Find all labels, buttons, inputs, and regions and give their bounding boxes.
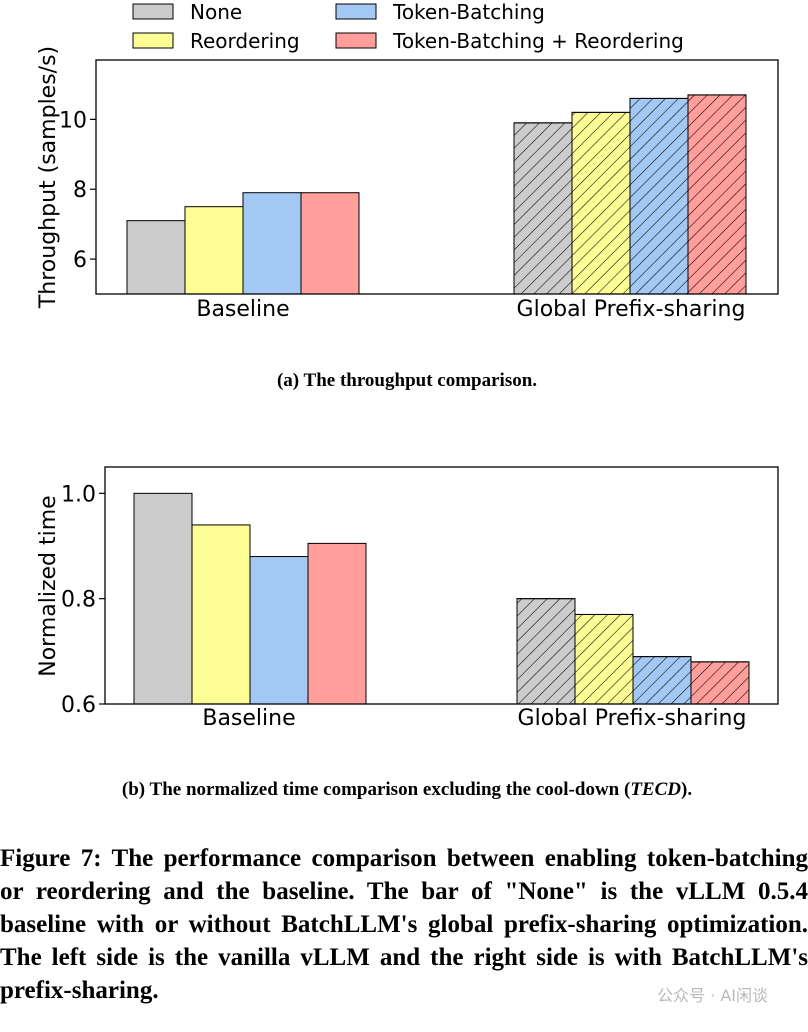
throughput-bar-hatch-global-prefix-sharing-none: [513, 122, 573, 295]
normalized-time-chart: 0.6 0.8 1.0 Normalized time Baseline Globa…: [36, 466, 779, 800]
throughput-caption: (a) The throughput comparison.: [277, 370, 537, 391]
legend-swatch-none: [132, 3, 174, 20]
normalized-time-caption: (b) The normalized time comparison exclu…: [122, 779, 692, 800]
legend-swatch-token-batching: [335, 3, 377, 20]
throughput-bar-hatch-global-prefix-sharing-token-batching: [629, 97, 689, 295]
legend: None Reordering Token-Batching Token-Bat…: [132, 0, 684, 53]
throughput-y-tick-label: 8: [73, 178, 87, 203]
watermark: 公众号 · AI闲谈: [657, 986, 768, 1005]
normalized-time-category-prefix-sharing: Global Prefix-sharing: [518, 706, 747, 731]
normalized-time-caption-part1: (b) The normalized time comparison exclu…: [122, 779, 630, 800]
legend-label-token-batching: Token-Batching: [392, 0, 545, 24]
throughput-bar-baseline-token-batching: [242, 192, 302, 295]
normalized-time-y-tick-label: 0.8: [61, 588, 96, 613]
throughput-bar-baseline-reordering: [184, 206, 244, 295]
normalized-time-y-axis-label: Normalized time: [36, 495, 61, 676]
normalized-time-bar-hatch-global-prefix-sharing-token-batching-reordering: [690, 661, 750, 705]
throughput-y-axis-label: Throughput (samples/s): [36, 46, 61, 309]
legend-swatch-reordering: [132, 32, 174, 49]
throughput-chart: 6 8 10 Throughput (samples/s) Baseline Glo…: [36, 46, 779, 391]
normalized-time-y-tick-label: 0.6: [61, 693, 96, 718]
normalized-time-category-baseline: Baseline: [202, 706, 295, 731]
normalized-time-bar-hatch-global-prefix-sharing-reordering: [574, 613, 634, 705]
legend-label-reordering: Reordering: [190, 29, 300, 53]
throughput-y-tick-label: 6: [73, 248, 87, 273]
throughput-bar-baseline-token-batching-reordering: [300, 192, 360, 295]
legend-swatch-both: [335, 32, 377, 49]
normalized-time-bars: [133, 492, 750, 705]
throughput-bars: [126, 94, 747, 295]
normalized-time-plot-frame: [104, 466, 779, 705]
figure-caption: Figure 7: The performance comparison bet…: [0, 845, 808, 1004]
normalized-time-caption-part2: ).: [681, 779, 692, 800]
normalized-time-bar-baseline-reordering: [191, 524, 251, 705]
normalized-time-caption-italic: TECD: [630, 779, 681, 800]
throughput-y-tick-label: 10: [59, 108, 87, 133]
normalized-time-y-ticks: 0.6 0.8 1.0: [61, 482, 105, 718]
throughput-category-baseline: Baseline: [196, 297, 289, 322]
normalized-time-bar-hatch-global-prefix-sharing-none: [516, 598, 576, 705]
legend-label-none: None: [190, 0, 242, 24]
normalized-time-y-tick-label: 1.0: [61, 482, 96, 507]
normalized-time-bar-baseline-none: [133, 492, 193, 705]
throughput-category-prefix-sharing: Global Prefix-sharing: [517, 297, 746, 322]
throughput-plot-frame: [95, 59, 779, 295]
throughput-bar-hatch-global-prefix-sharing-token-batching-reordering: [687, 94, 747, 295]
legend-label-both: Token-Batching + Reordering: [392, 29, 684, 53]
throughput-bar-hatch-global-prefix-sharing-reordering: [571, 111, 631, 295]
throughput-y-ticks: 6 8 10: [59, 108, 96, 273]
throughput-bar-baseline-none: [126, 220, 186, 295]
normalized-time-bar-hatch-global-prefix-sharing-token-batching: [632, 656, 692, 705]
normalized-time-bar-baseline-token-batching-reordering: [307, 542, 367, 705]
normalized-time-bar-baseline-token-batching: [249, 556, 309, 705]
